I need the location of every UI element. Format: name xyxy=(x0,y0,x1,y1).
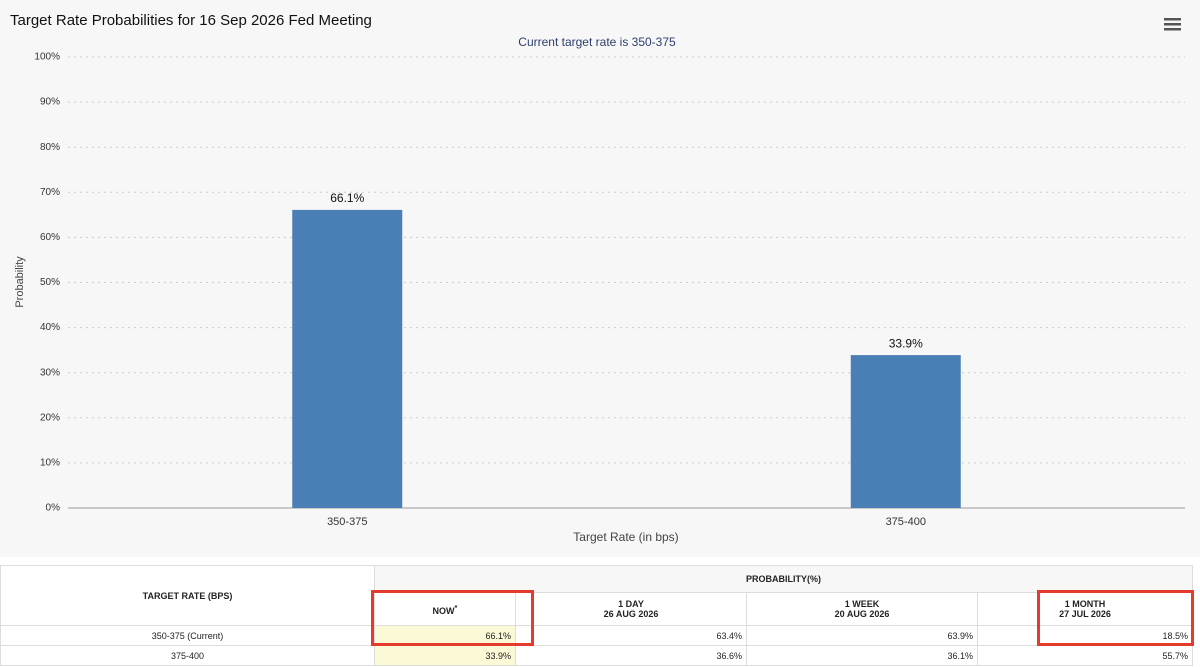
cell: 63.9% xyxy=(746,625,978,646)
y-tick-label: 60% xyxy=(40,232,60,243)
row-header: TARGET RATE (BPS) xyxy=(0,565,375,626)
y-tick-label: 70% xyxy=(40,187,60,198)
bar xyxy=(850,355,961,508)
probability-table: TARGET RATE (BPS) PROBABILITY(%) NOW* 1 … xyxy=(0,565,1193,666)
y-tick-label: 0% xyxy=(46,503,61,514)
cell: 33.9% xyxy=(374,645,516,666)
chart-title: Target Rate Probabilities for 16 Sep 202… xyxy=(10,12,372,29)
column-header: 1 WEEK xyxy=(844,599,880,609)
cell: 66.1% xyxy=(374,625,516,646)
y-tick-label: 20% xyxy=(40,412,60,423)
y-tick-label: 40% xyxy=(40,322,60,333)
cell: 36.6% xyxy=(515,645,747,666)
cell: 36.1% xyxy=(746,645,978,666)
chart-subtitle: Current target rate is 350-375 xyxy=(518,35,676,49)
x-axis-title: Target Rate (in bps) xyxy=(573,530,678,544)
column-header: NOW xyxy=(432,605,455,616)
chart: Target Rate Probabilities for 16 Sep 202… xyxy=(10,11,1185,545)
cell: 55.7% xyxy=(977,645,1193,666)
y-tick-label: 30% xyxy=(40,367,60,378)
column-header: 1 DAY xyxy=(618,599,644,609)
bar xyxy=(292,209,403,508)
highlight-box xyxy=(1037,590,1194,646)
highlight-box xyxy=(371,590,534,646)
column-date: 20 AUG 2026 xyxy=(834,609,890,619)
y-tick-label: 50% xyxy=(40,277,60,288)
cell: 63.4% xyxy=(515,625,747,646)
column-date: 26 AUG 2026 xyxy=(603,609,659,619)
y-tick-label: 80% xyxy=(40,142,60,153)
y-axis-title: Probability xyxy=(14,256,26,308)
x-tick-label: 375-400 xyxy=(886,516,926,528)
y-tick-label: 10% xyxy=(40,458,60,469)
column-header: 1 MONTH xyxy=(1064,599,1106,609)
data-label: 33.9% xyxy=(889,336,923,350)
data-label: 66.1% xyxy=(330,191,364,205)
y-tick-label: 90% xyxy=(40,97,60,108)
column-date: 27 JUL 2026 xyxy=(1059,609,1111,619)
row-label: 350-375 (Current) xyxy=(0,625,375,646)
group-header: PROBABILITY(%) xyxy=(374,565,1193,593)
y-tick-label: 100% xyxy=(34,52,60,63)
row-label: 375-400 xyxy=(0,645,375,666)
menu-icon[interactable] xyxy=(1164,18,1181,31)
column-note: * xyxy=(454,602,458,612)
x-tick-label: 350-375 xyxy=(327,516,367,528)
